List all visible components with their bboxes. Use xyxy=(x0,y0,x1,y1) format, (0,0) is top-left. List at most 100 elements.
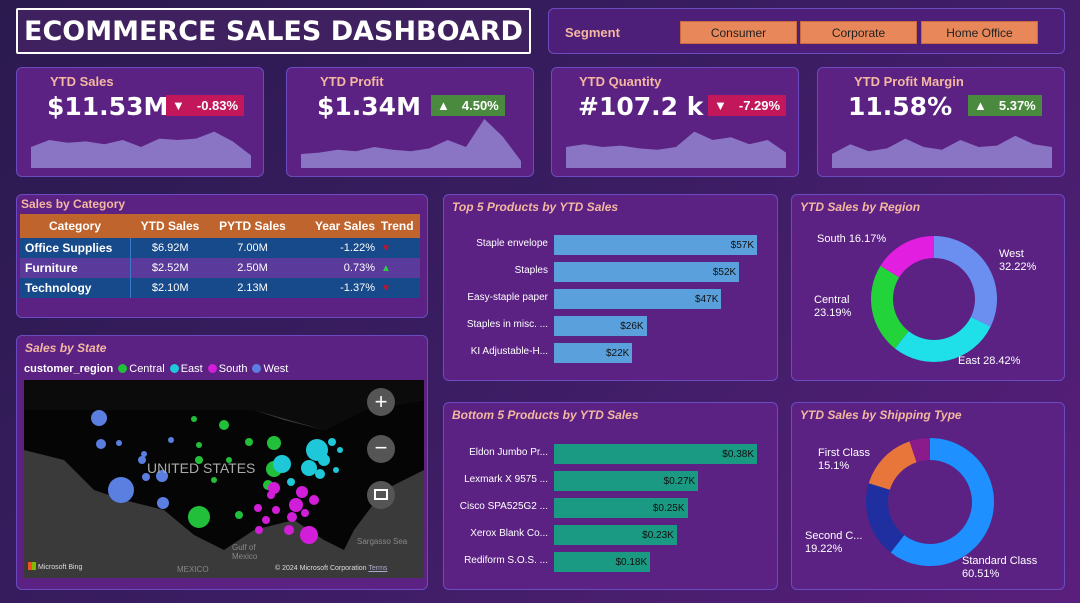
col-ytd-sales[interactable]: YTD Sales xyxy=(130,214,210,238)
legend-item[interactable]: East xyxy=(165,363,203,375)
state-bubble[interactable] xyxy=(191,416,197,422)
map[interactable] xyxy=(24,380,424,578)
state-bubble[interactable] xyxy=(211,477,217,483)
category-table: Category YTD Sales PYTD Sales Year Sales… xyxy=(20,214,420,298)
trend-up-icon: ▲ xyxy=(381,262,391,274)
bar-label: Eldon Jumbo Pr... xyxy=(469,447,548,458)
cell-yoy: -1.37% xyxy=(340,282,375,294)
table-row[interactable]: Furniture $2.52M 2.50M 0.73% ▲ xyxy=(20,258,420,278)
state-bubble[interactable] xyxy=(333,467,339,473)
state-bubble[interactable] xyxy=(141,451,147,457)
sparkline-area xyxy=(566,131,786,168)
cell-ytd: $2.52M xyxy=(151,262,189,274)
donut-slice[interactable] xyxy=(909,438,930,463)
state-bubble[interactable] xyxy=(289,498,303,512)
table-row[interactable]: Office Supplies $6.92M 7.00M -1.22% ▼ xyxy=(20,238,420,258)
segment-consumer-button[interactable]: Consumer xyxy=(680,21,797,44)
legend-item[interactable]: Central xyxy=(113,363,165,375)
segment-corporate-button[interactable]: Corporate xyxy=(800,21,917,44)
top5-products-panel: Top 5 Products by YTD Sales Staple envel… xyxy=(443,194,778,381)
bar[interactable]: $26K xyxy=(554,316,647,336)
state-bubble[interactable] xyxy=(91,410,107,426)
trend-down-icon: ▼ xyxy=(381,282,391,294)
region-donut xyxy=(871,236,997,363)
col-year-sales[interactable]: Year Sales xyxy=(295,214,375,238)
state-bubble[interactable] xyxy=(301,460,317,476)
state-bubble[interactable] xyxy=(300,526,318,544)
donut-slice[interactable] xyxy=(890,438,994,566)
state-bubble[interactable] xyxy=(337,447,343,453)
donut-slice[interactable] xyxy=(934,236,997,327)
zoom-out-button[interactable]: − xyxy=(367,435,395,463)
state-bubble[interactable] xyxy=(315,469,325,479)
segment-home-office-button[interactable]: Home Office xyxy=(921,21,1038,44)
kpi-card: YTD Profit Margin 11.58% ▲ 5.37% xyxy=(817,67,1065,177)
state-bubble[interactable] xyxy=(267,491,275,499)
state-bubble[interactable] xyxy=(318,454,330,466)
state-bubble[interactable] xyxy=(188,506,210,528)
state-bubble[interactable] xyxy=(195,456,203,464)
state-bubble[interactable] xyxy=(328,438,336,446)
state-bubble[interactable] xyxy=(226,457,232,463)
col-trend[interactable]: Trend xyxy=(375,214,420,238)
kpi-change: -7.29% xyxy=(738,98,781,113)
state-bubble[interactable] xyxy=(116,440,122,446)
state-bubble[interactable] xyxy=(157,497,169,509)
bar[interactable]: $0.27K xyxy=(554,471,699,491)
bar[interactable]: $0.18K xyxy=(554,552,651,572)
state-bubble[interactable] xyxy=(142,473,150,481)
donut-slice[interactable] xyxy=(871,265,909,349)
bar[interactable]: $47K xyxy=(554,289,722,309)
state-bubble[interactable] xyxy=(267,436,281,450)
state-bubble[interactable] xyxy=(296,486,308,498)
bar[interactable]: $0.23K xyxy=(554,525,677,545)
bar-value-label: $52K xyxy=(712,266,737,278)
state-bubble[interactable] xyxy=(272,506,280,514)
cell-pytd: 2.13M xyxy=(237,282,268,294)
state-bubble[interactable] xyxy=(108,477,134,503)
select-area-button[interactable] xyxy=(367,481,395,509)
bar[interactable]: $0.25K xyxy=(554,498,688,518)
label-east: East 28.42% xyxy=(958,355,1021,367)
bar[interactable]: $22K xyxy=(554,343,633,363)
state-bubble[interactable] xyxy=(156,470,168,482)
col-pytd-sales[interactable]: PYTD Sales xyxy=(210,214,295,238)
bar-row: Staples in misc. ... $26K xyxy=(444,316,779,336)
kpi-sparkline xyxy=(566,131,786,168)
state-bubble[interactable] xyxy=(287,512,297,522)
bar[interactable]: $52K xyxy=(554,262,740,282)
zoom-in-button[interactable]: + xyxy=(367,388,395,416)
state-bubble[interactable] xyxy=(301,509,309,517)
bar[interactable]: $0.38K xyxy=(554,444,757,464)
state-bubble[interactable] xyxy=(309,495,319,505)
triangle-up-icon: ▲ xyxy=(974,98,987,113)
table-row[interactable]: Technology $2.10M 2.13M -1.37% ▼ xyxy=(20,278,420,298)
state-bubble[interactable] xyxy=(96,439,106,449)
state-bubble[interactable] xyxy=(273,455,291,473)
donut-slice[interactable] xyxy=(868,441,917,490)
state-bubble[interactable] xyxy=(245,438,253,446)
donut-slice[interactable] xyxy=(880,236,934,278)
col-category[interactable]: Category xyxy=(20,214,130,238)
bar-label: Easy-staple paper xyxy=(467,292,548,303)
legend-item[interactable]: South xyxy=(203,363,247,375)
state-bubble[interactable] xyxy=(255,526,263,534)
state-bubble[interactable] xyxy=(168,437,174,443)
bar[interactable]: $57K xyxy=(554,235,757,255)
bar-row: Rediform S.O.S. ... $0.18K xyxy=(444,552,779,572)
state-bubble[interactable] xyxy=(219,420,229,430)
bar-value-label: $0.18K xyxy=(615,556,648,568)
kpi-sparkline xyxy=(832,135,1052,168)
donut-slice[interactable] xyxy=(894,316,991,363)
state-bubble[interactable] xyxy=(196,442,202,448)
state-bubble[interactable] xyxy=(254,504,262,512)
state-bubble[interactable] xyxy=(287,478,295,486)
terms-link[interactable]: Terms xyxy=(368,565,388,572)
donut-slice[interactable] xyxy=(866,483,905,553)
state-bubble[interactable] xyxy=(235,511,243,519)
sea-label: Sargasso Sea xyxy=(357,537,408,546)
state-bubble[interactable] xyxy=(284,525,294,535)
legend-item[interactable]: West xyxy=(247,363,288,375)
state-bubble[interactable] xyxy=(262,516,270,524)
state-bubble[interactable] xyxy=(138,456,146,464)
